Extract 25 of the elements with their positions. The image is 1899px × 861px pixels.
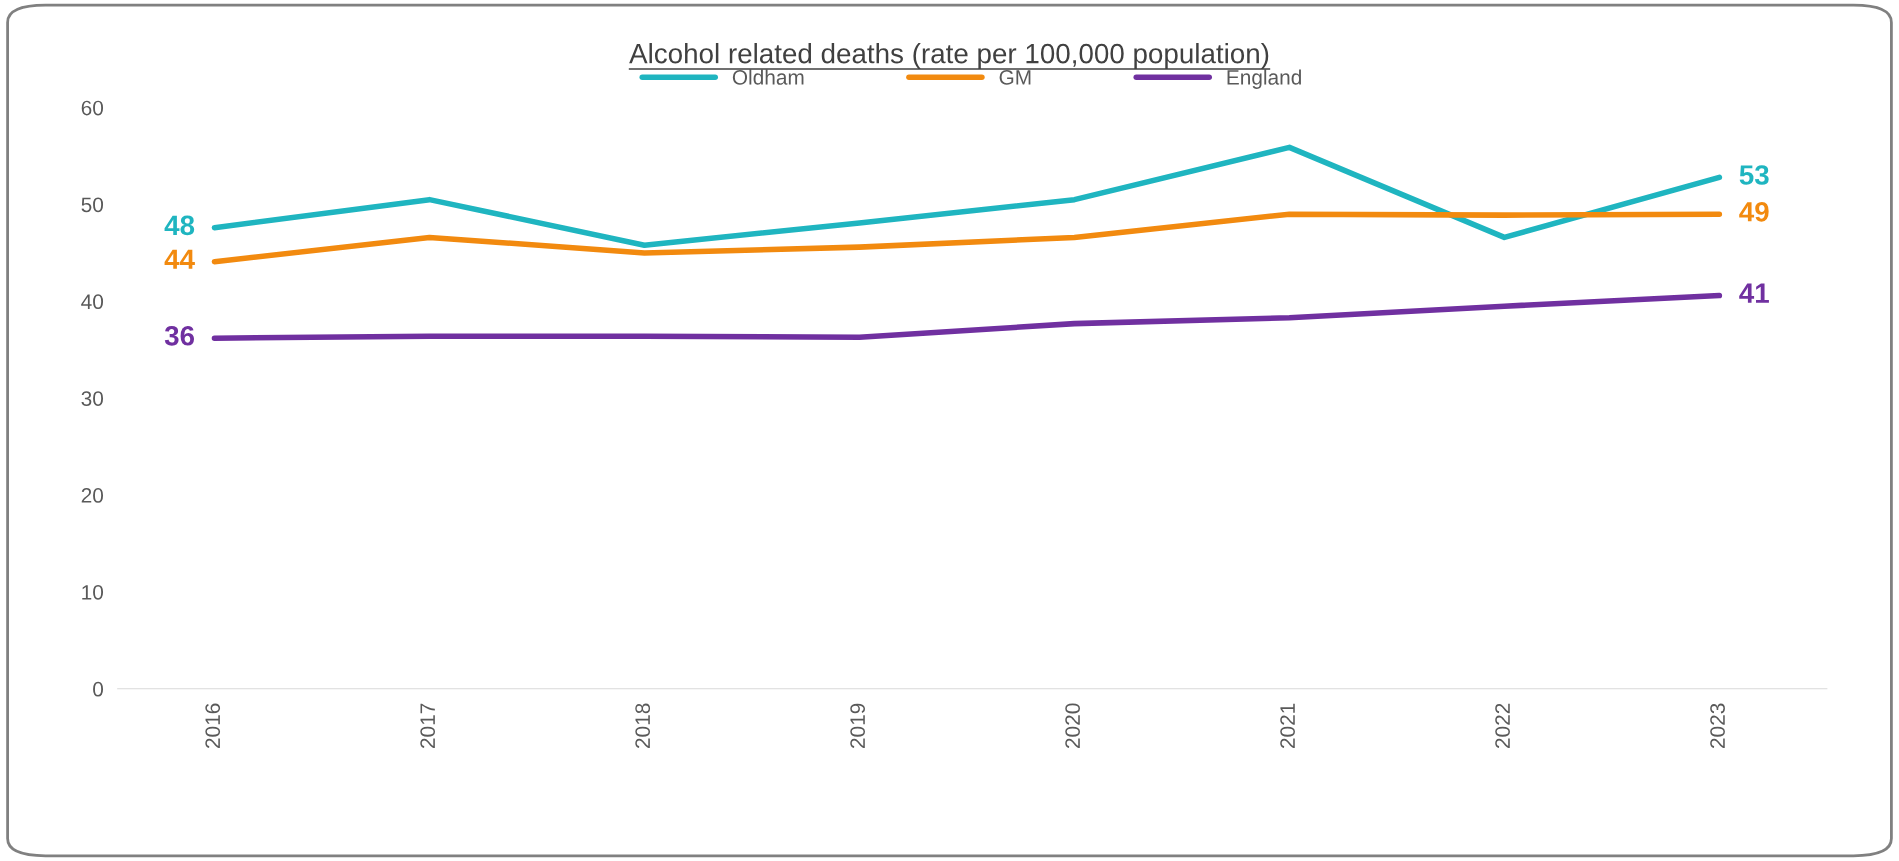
data-label: 48 (164, 215, 195, 236)
legend-label: Oldham (732, 69, 804, 85)
legend-label: GM (999, 70, 1031, 85)
data-label: 36 (164, 325, 195, 346)
data-label: 49 (1739, 201, 1769, 222)
x-tick-label: 2016 (205, 703, 221, 748)
y-tick-label: 0 (93, 681, 104, 697)
x-tick-label: 2019 (850, 703, 866, 748)
y-tick-label: 50 (81, 197, 104, 213)
y-tick-label: 20 (81, 488, 104, 503)
x-tick-label: 2017 (420, 703, 436, 748)
x-tick-label: 2018 (635, 703, 651, 748)
y-tick-label: 10 (82, 584, 104, 600)
data-label: 53 (1739, 165, 1769, 185)
y-tick-label: 30 (81, 391, 104, 406)
data-label: 44 (164, 249, 195, 269)
x-tick-label: 2020 (1065, 703, 1080, 748)
x-tick-label: 2022 (1495, 703, 1510, 748)
x-tick-label: 2023 (1710, 703, 1725, 748)
chart-title: Alcohol related deaths (rate per 100,000 population) (629, 43, 1269, 69)
y-tick-label: 60 (81, 100, 104, 116)
x-tick-label: 2021 (1280, 703, 1295, 748)
y-tick-label: 40 (81, 294, 104, 310)
data-label: 41 (1739, 283, 1769, 303)
legend-label: England (1227, 69, 1301, 89)
